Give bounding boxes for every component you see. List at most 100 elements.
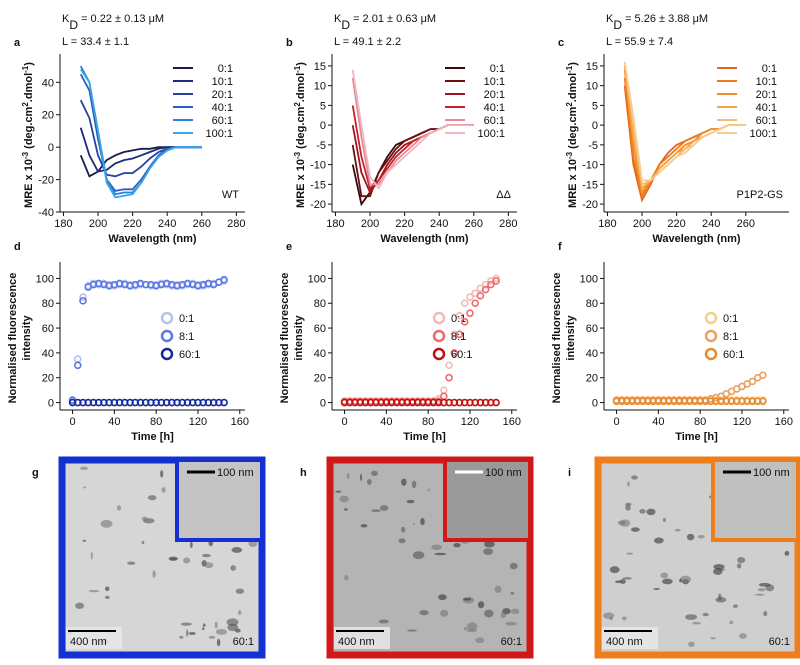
y-tick-label: 0 — [48, 142, 54, 154]
legend-label: 40:1 — [756, 102, 777, 114]
particle — [717, 593, 722, 601]
x-tick-label: 0 — [69, 416, 75, 428]
particle — [679, 578, 682, 583]
cd-curve — [351, 124, 474, 195]
data-point — [79, 296, 87, 305]
particle — [621, 616, 627, 621]
scale-label: 400 nm — [338, 636, 375, 648]
particle — [346, 473, 350, 479]
particle — [736, 563, 742, 569]
y-tick-label: 60 — [314, 323, 326, 335]
particle — [90, 551, 93, 560]
y-axis-label-part: .dmol — [23, 73, 35, 102]
legend-label: 20:1 — [212, 89, 233, 101]
chart-title-part: D — [341, 18, 350, 32]
particle — [434, 552, 447, 556]
particle — [505, 621, 517, 626]
particle — [500, 612, 507, 619]
particle — [732, 604, 738, 608]
data-point — [73, 361, 82, 370]
cd-curve — [79, 65, 202, 196]
ratio-label: 60:1 — [769, 636, 790, 648]
legend-label: 40:1 — [484, 102, 505, 114]
data-point — [487, 280, 495, 289]
particle — [622, 577, 632, 580]
chart-title: KD = 0.22 ± 0.13 μM — [62, 13, 164, 32]
particle — [661, 578, 673, 585]
x-axis-label: Time [h] — [131, 431, 174, 443]
inset-scale-label: 100 nm — [217, 467, 254, 479]
legend-label: 8:1 — [179, 331, 194, 343]
y-tick-label: 0 — [320, 120, 326, 132]
y-axis-label: intensity — [293, 315, 305, 361]
x-axis-label: Wavelength (nm) — [108, 233, 197, 245]
particle — [639, 509, 646, 514]
x-tick-label: 220 — [123, 218, 141, 230]
chart-subtitle: L = 33.4 ± 1.1 — [62, 36, 129, 48]
annotation: ΔΔ — [496, 189, 511, 201]
cd-curve — [351, 105, 474, 190]
y-tick-label: 40 — [42, 348, 54, 360]
y-tick-label: 60 — [586, 323, 598, 335]
data-point — [759, 371, 767, 380]
particle — [765, 584, 775, 592]
legend-label: 40:1 — [212, 102, 233, 114]
y-axis-label-part: MRE x 10 — [23, 159, 35, 208]
particle — [215, 628, 227, 635]
y-axis-label-part: .dmol — [567, 73, 579, 102]
particle — [168, 556, 179, 561]
particle — [431, 544, 442, 550]
y-axis-label-part: MRE x 10 — [295, 159, 307, 208]
data-point — [466, 309, 474, 317]
y-axis-label-part: ) — [295, 62, 307, 66]
y-tick-label: 100 — [36, 273, 54, 285]
particle — [509, 562, 518, 570]
panel-letter: a — [14, 37, 21, 49]
particle — [466, 628, 478, 633]
legend-label: 8:1 — [451, 331, 466, 343]
particle — [411, 480, 417, 489]
legend-label: 0:1 — [490, 63, 505, 75]
particle — [141, 516, 148, 522]
y-axis-label-part: 2 — [293, 102, 302, 107]
y-tick-label: -20 — [582, 199, 598, 211]
x-tick-label: 240 — [702, 218, 720, 230]
y-tick-label: 80 — [586, 298, 598, 310]
y-axis-label: Normalised fluorescence — [279, 273, 291, 404]
legend-label: 10:1 — [756, 76, 777, 88]
y-tick-label: 20 — [42, 373, 54, 385]
y-axis-label-part: -1 — [293, 65, 302, 73]
x-tick-label: 200 — [361, 218, 379, 230]
particle — [360, 473, 363, 481]
x-tick-label: 180 — [54, 218, 72, 230]
particle — [360, 524, 368, 528]
data-point — [220, 398, 228, 407]
y-tick-label: 10 — [586, 81, 598, 93]
y-axis-label: Normalised fluorescence — [7, 273, 19, 404]
cd-curve — [623, 65, 746, 191]
particle — [427, 488, 431, 492]
chart-title: KD = 2.01 ± 0.63 μM — [334, 13, 436, 32]
x-tick-label: 240 — [158, 218, 176, 230]
particle — [663, 517, 666, 523]
panel-letter: g — [32, 467, 39, 479]
legend-label: 10:1 — [484, 76, 505, 88]
data-point — [455, 330, 464, 339]
y-axis-label-part: -1 — [565, 65, 574, 73]
particle — [654, 537, 664, 544]
legend-label: 100:1 — [205, 128, 233, 140]
x-tick-label: 120 — [189, 416, 207, 428]
y-tick-label: 0 — [48, 398, 54, 410]
x-tick-label: 40 — [380, 416, 392, 428]
y-axis-label-part: -3 — [565, 151, 574, 159]
y-tick-label: 20 — [42, 110, 54, 122]
y-tick-label: 5 — [320, 100, 326, 112]
legend-label: 0:1 — [723, 313, 738, 325]
x-tick-label: 120 — [461, 416, 479, 428]
y-tick-label: -5 — [316, 140, 326, 152]
y-axis-label: MRE x 10-3 (deg.cm2.dmol-1) — [21, 62, 36, 208]
particle — [344, 575, 349, 581]
legend-label: 60:1 — [451, 349, 472, 361]
particle — [183, 557, 191, 564]
chart-title-part: = 2.01 ± 0.63 μM — [350, 13, 436, 25]
